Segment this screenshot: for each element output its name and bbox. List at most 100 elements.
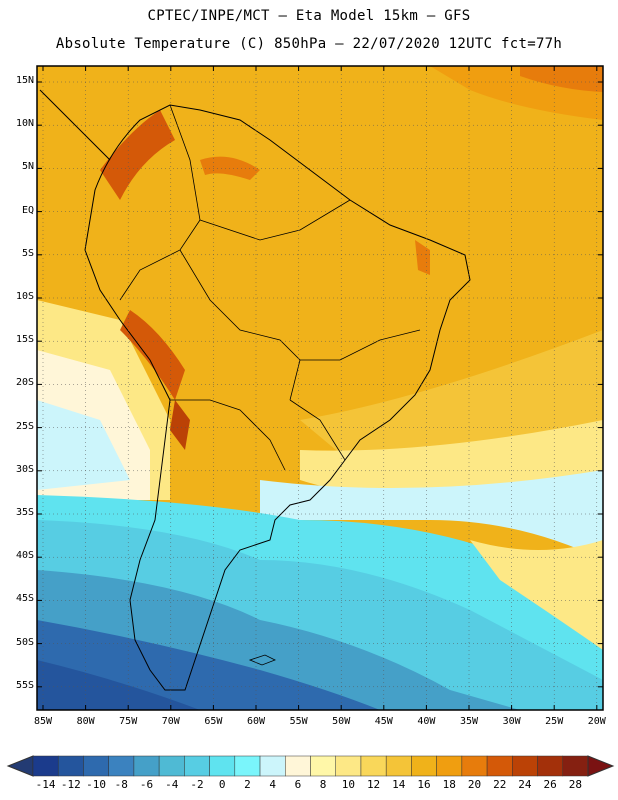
lat-label: 50S: [15, 636, 34, 648]
colorbar-swatch: [436, 755, 463, 777]
lat-label: 20S: [15, 377, 34, 389]
lon-label: 75W: [119, 716, 138, 727]
colorbar-label: -10: [86, 778, 106, 791]
field-andes-north: [100, 110, 175, 200]
colorbar-label: -2: [190, 778, 204, 791]
lon-label: 45W: [374, 716, 393, 727]
border-line-4: [289, 399, 346, 461]
lon-label: 85W: [33, 716, 53, 727]
lon-label: 55W: [289, 716, 308, 727]
colorbar-low-end: [6, 755, 34, 777]
colorbar-label: -12: [60, 778, 81, 791]
lat-label: 25S: [15, 420, 34, 432]
border-line-3: [179, 249, 301, 401]
colorbar-label: 22: [493, 778, 507, 791]
colorbar-label: 14: [392, 778, 406, 791]
colorbar-swatch: [512, 755, 538, 777]
lon-label: 80W: [76, 716, 95, 727]
colorbar-swatch: [486, 755, 513, 777]
grid-lines: [37, 66, 603, 710]
field-andes-south: [170, 400, 190, 450]
colorbar-swatch: [360, 755, 387, 777]
lon-label: 20W: [587, 716, 606, 727]
lat-label: 15S: [15, 334, 34, 346]
colorbar-label: 20: [467, 778, 482, 791]
border-line-1: [119, 104, 201, 301]
colorbar-label: 16: [417, 778, 431, 791]
colorbar-label: 26: [543, 778, 557, 791]
field-band-3: [260, 470, 603, 560]
lat-label: 5S: [21, 247, 34, 259]
colorbar-label: 10: [341, 778, 355, 791]
colorbar-swatch: [285, 755, 311, 777]
colorbar-swatch: [234, 755, 261, 777]
lon-label: 70W: [161, 716, 180, 727]
colorbar-swatch: [259, 755, 286, 777]
colorbar-swatch: [461, 755, 488, 777]
colorbar-label: 2: [244, 778, 251, 791]
colorbar-label: 12: [366, 778, 381, 791]
colorbar-label: 4: [269, 778, 276, 791]
field-cold-5: [37, 660, 200, 710]
field-andes-central: [120, 310, 185, 400]
lon-label: 30W: [502, 716, 521, 727]
lat-label: 55S: [15, 679, 34, 691]
lon-label: 25W: [545, 716, 564, 727]
colorbar-label: -8: [114, 778, 128, 791]
colorbar-swatch: [310, 755, 336, 777]
colorbar-label: -14: [35, 778, 56, 791]
field-hot-ne: [520, 66, 603, 92]
lon-label: 65W: [204, 716, 223, 727]
field-pac-pale: [37, 400, 130, 490]
colorbar-label: 8: [319, 778, 327, 791]
colorbar-high-end: [587, 755, 615, 777]
lat-label: EQ: [21, 204, 34, 216]
lat-label: 45S: [15, 593, 34, 605]
colorbar-swatch: [562, 755, 589, 777]
colorbar-swatch: [537, 755, 564, 777]
border-line-2: [199, 199, 351, 241]
colorbar-swatch: [108, 755, 135, 777]
title-line-1: CPTEC/INPE/MCT – Eta Model 15km – GFS: [147, 8, 471, 24]
border-line-6: [300, 329, 421, 361]
colorbar-swatch: [209, 755, 236, 777]
colorbar-swatch: [32, 755, 59, 777]
colorbar-swatch: [184, 755, 210, 777]
lat-label: 30S: [15, 463, 34, 475]
colorbar-swatch: [411, 755, 437, 777]
title-line-2: Absolute Temperature (C) 850hPa – 22/07/…: [55, 36, 563, 52]
map-frame: [36, 65, 604, 711]
axis-ticks: [37, 66, 603, 710]
colorbar-label: 28: [568, 778, 582, 791]
field-sa-warm: [470, 540, 603, 650]
continent-outline: [84, 104, 471, 691]
lon-label: 50W: [332, 716, 351, 727]
field-band-2: [300, 420, 603, 500]
lon-label: 40W: [417, 716, 436, 727]
colorbar-swatch: [335, 755, 362, 777]
central-america-outline: [39, 89, 111, 161]
colorbar-swatch: [57, 755, 84, 777]
colorbar-label: 0: [218, 778, 226, 791]
lat-label: 40S: [15, 550, 34, 562]
colorbar: [6, 755, 615, 777]
lat-label: 35S: [15, 507, 34, 518]
lat-label: 10S: [15, 291, 34, 302]
lon-label: 35W: [459, 716, 479, 727]
colorbar-swatch: [83, 755, 109, 777]
map-field: [37, 66, 603, 710]
lat-label: 5N: [21, 161, 34, 173]
border-line-5: [170, 399, 286, 471]
colorbar-swatch: [385, 755, 412, 777]
lat-label: 10N: [15, 118, 34, 130]
colorbar-label: 18: [442, 778, 456, 791]
colorbar-swatch: [133, 755, 160, 777]
colorbar-label: -6: [139, 778, 154, 791]
colorbar-label: 6: [294, 778, 302, 791]
colorbar-swatch: [158, 755, 185, 777]
lon-label: 60W: [246, 716, 266, 727]
falklands-outline: [248, 654, 276, 666]
colorbar-label: 24: [518, 778, 532, 791]
colorbar-label: -4: [165, 778, 179, 791]
